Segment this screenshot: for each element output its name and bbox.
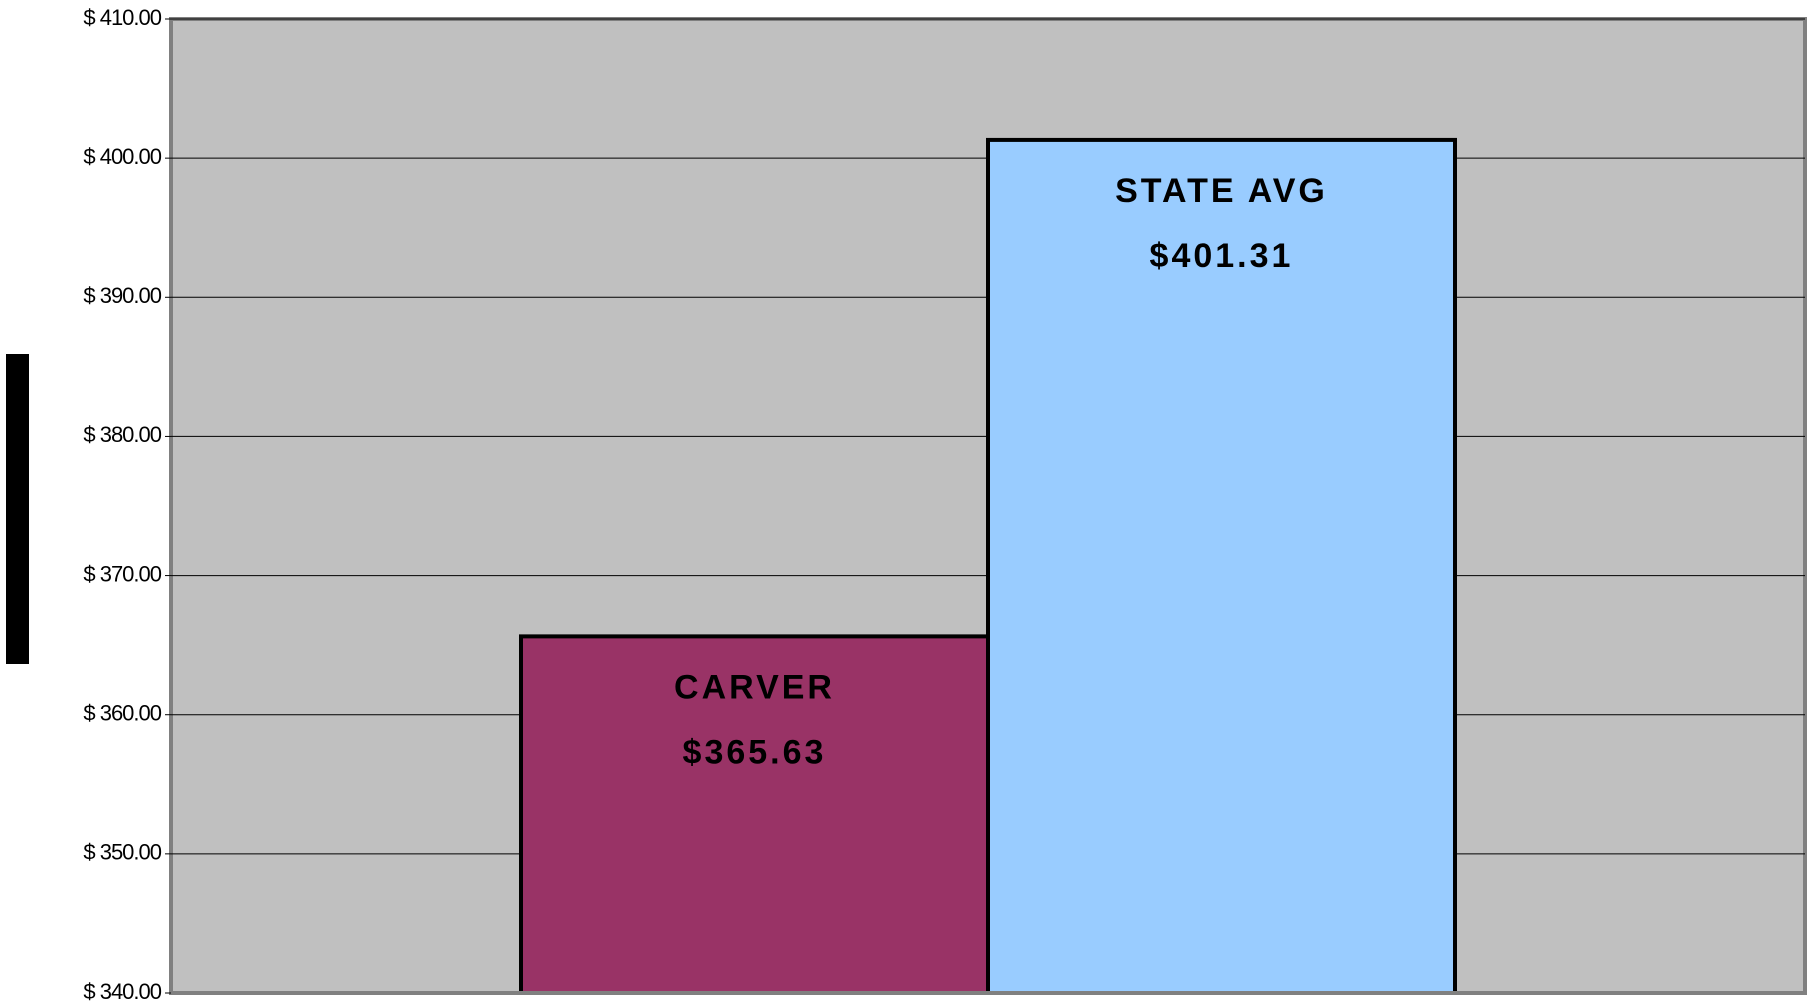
y-tick-label: $ 380.00 xyxy=(83,422,161,447)
y-tick-label: $ 410.00 xyxy=(83,5,161,30)
y-tick-label: $ 350.00 xyxy=(83,840,161,865)
y-tick-label: $ 340.00 xyxy=(83,979,161,1003)
y-tick-label: $ 390.00 xyxy=(83,283,161,308)
bar-value-label: $401.31 xyxy=(1150,237,1294,275)
y-tick-label: $ 360.00 xyxy=(83,701,161,726)
bar-category-label: CARVER xyxy=(674,668,835,706)
redacted-axis-title xyxy=(6,354,29,664)
y-tick-label: $ 400.00 xyxy=(83,144,161,169)
bar-category-label: STATE AVG xyxy=(1115,172,1328,210)
y-tick-label: $ 370.00 xyxy=(83,561,161,586)
bar-value-label: $365.63 xyxy=(683,733,827,771)
